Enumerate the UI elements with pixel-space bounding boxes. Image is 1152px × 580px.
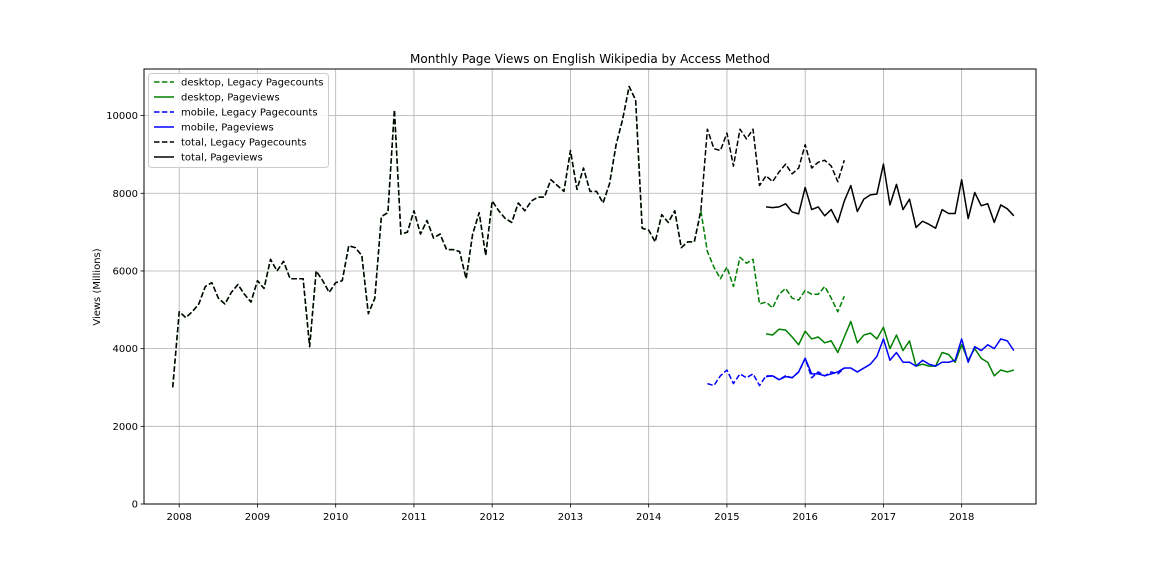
x-tick-label: 2016 (792, 512, 817, 523)
y-tick-label: 6000 (113, 266, 138, 277)
legend: desktop, Legacy Pagecounts desktop, Pagev… (148, 73, 329, 168)
axis-ticks: 2008 2009 2010 2011 2012 2013 2014 2015 2016 2017… (106, 111, 974, 523)
y-tick-label: 4000 (113, 344, 138, 355)
x-tick-label: 2011 (401, 512, 426, 523)
x-tick-label: 2015 (714, 512, 739, 523)
x-tick-label: 2018 (949, 512, 974, 523)
plot-frame (143, 68, 1037, 505)
x-tick-label: 2009 (245, 512, 270, 523)
series-lines (171, 85, 1015, 388)
legend-label-desktop-pageviews: desktop, Pageviews (181, 93, 280, 104)
x-tick-label: 2013 (558, 512, 583, 523)
legend-label-mobile-legacy-pagecounts: mobile, Legacy Pagecounts (181, 108, 318, 119)
grid (144, 69, 1036, 505)
x-tick-label: 2014 (636, 512, 661, 523)
series-line-total-legacy-pagecounts (171, 85, 846, 388)
series-line-mobile-pageviews (765, 338, 1015, 381)
y-tick-label: 10000 (106, 111, 138, 122)
y-tick-label: 2000 (113, 422, 138, 433)
legend-label-total-legacy-pagecounts: total, Legacy Pagecounts (181, 138, 306, 149)
x-tick-label: 2010 (323, 512, 348, 523)
y-tick-label: 0 (132, 500, 138, 511)
x-tick-label: 2008 (166, 512, 191, 523)
legend-label-mobile-pageviews: mobile, Pageviews (181, 123, 274, 134)
y-axis-label: Views (Millions) (92, 248, 103, 325)
chart-title: Monthly Page Views on English Wikipedia … (410, 52, 770, 66)
y-tick-label: 8000 (113, 189, 138, 200)
legend-label-desktop-legacy-pagecounts: desktop, Legacy Pagecounts (181, 78, 324, 89)
legend-box (148, 73, 329, 168)
series-line-total-pageviews (765, 163, 1015, 229)
x-tick-label: 2012 (479, 512, 504, 523)
legend-label-total-pageviews: total, Pageviews (181, 153, 263, 164)
x-tick-label: 2017 (871, 512, 896, 523)
